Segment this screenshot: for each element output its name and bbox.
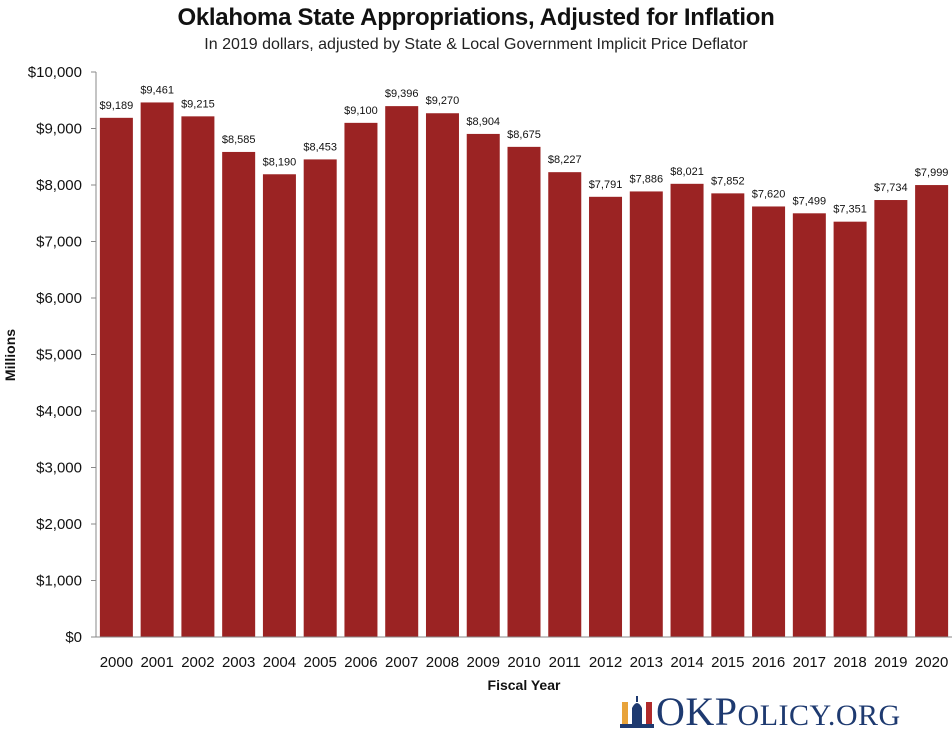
x-tick-label: 2011 (549, 654, 581, 671)
x-tick-label: 2014 (670, 654, 703, 671)
y-tick-label: $8,000 (36, 177, 82, 194)
data-label: $7,620 (752, 188, 786, 200)
x-tick-label: 2019 (874, 654, 907, 671)
chart-subtitle: In 2019 dollars, adjusted by State & Loc… (204, 36, 748, 53)
bar (670, 183, 704, 637)
bar (833, 221, 867, 637)
data-label: $9,461 (140, 84, 174, 96)
bar (792, 213, 826, 637)
y-tick-label: $3,000 (36, 460, 82, 477)
data-label: $9,215 (181, 98, 215, 110)
data-label: $9,396 (385, 88, 419, 100)
x-tick-label: 2015 (711, 654, 744, 671)
data-label: $9,189 (100, 100, 134, 112)
logo-policy-rest: OLICY (737, 699, 828, 732)
bar (99, 117, 133, 637)
data-label: $9,270 (426, 95, 460, 107)
y-tick-label: $1,000 (36, 573, 82, 590)
bar (548, 172, 582, 637)
okpolicy-logo-icon (620, 696, 654, 728)
y-tick-label: $4,000 (36, 403, 82, 420)
x-tick-label: 2003 (222, 654, 255, 671)
x-tick-label: 2005 (304, 654, 337, 671)
x-tick-label: 2007 (385, 654, 418, 671)
data-label: $7,886 (629, 173, 663, 185)
data-label: $8,675 (507, 129, 541, 141)
y-axis: $0 $1,000 $2,000 $3,000 $4,000 $5,000 $6,000 $7… (28, 64, 97, 646)
x-axis-title: Fiscal Year (488, 677, 561, 693)
bar (874, 200, 908, 638)
data-label: $8,904 (466, 116, 500, 128)
bar (181, 116, 215, 638)
bar (344, 122, 378, 638)
x-tick-label: 2010 (507, 654, 540, 671)
bar (629, 191, 663, 638)
chart-title: Oklahoma State Appropriations, Adjusted … (177, 4, 775, 31)
x-tick-label: 2008 (426, 654, 459, 671)
bar (140, 102, 174, 638)
x-tick-label: 2004 (263, 654, 296, 671)
bar (711, 193, 745, 637)
bar (303, 159, 337, 637)
bar (915, 185, 949, 637)
data-label: $8,585 (222, 134, 256, 146)
x-tick-label: 2001 (140, 654, 173, 671)
data-label: $8,227 (548, 154, 582, 166)
data-label: $7,999 (915, 167, 949, 179)
y-tick-label: $5,000 (36, 347, 82, 364)
data-label: $9,100 (344, 105, 378, 117)
bar (425, 113, 459, 638)
y-tick-label: $2,000 (36, 516, 82, 533)
okpolicy-logo-text: OKPOLICY.ORG (656, 690, 901, 738)
logo-policy-p: P (714, 689, 738, 734)
data-label: $7,351 (833, 204, 867, 216)
data-label: $7,499 (793, 195, 827, 207)
y-tick-label: $9,000 (36, 121, 82, 138)
x-tick-label: 2002 (181, 654, 214, 671)
y-tick-label: $7,000 (36, 234, 82, 251)
x-tick-label: 2018 (833, 654, 866, 671)
bar (385, 106, 419, 638)
bar (262, 174, 296, 637)
bar (466, 133, 500, 637)
data-label: $7,734 (874, 182, 908, 194)
logo-ok: OK (656, 689, 715, 734)
x-tick-label: 2000 (100, 654, 133, 671)
y-tick-label: $10,000 (28, 64, 82, 81)
x-tick-label: 2013 (630, 654, 663, 671)
x-tick-label: 2009 (467, 654, 500, 671)
data-label: $8,453 (303, 141, 337, 153)
y-tick-label: $6,000 (36, 290, 82, 307)
data-label: $8,190 (263, 156, 297, 168)
bar (222, 151, 256, 637)
logo-tld: .ORG (827, 699, 901, 732)
bar (507, 146, 541, 638)
bars: $9,189 $9,461 $9,215 $8,585 $8,190 $8,453 $9,1… (99, 84, 949, 638)
data-label: $7,852 (711, 175, 745, 187)
y-tick-label: $0 (65, 629, 82, 646)
data-label: $7,791 (589, 179, 623, 191)
x-tick-label: 2017 (793, 654, 826, 671)
x-tick-label: 2020 (915, 654, 948, 671)
x-tick-label: 2012 (589, 654, 622, 671)
data-label: $8,021 (670, 166, 704, 178)
bar (589, 196, 623, 637)
x-axis: 2000 2001 2002 2003 2004 2005 2006 2007 2008 2009… (96, 636, 952, 671)
x-tick-label: 2006 (344, 654, 377, 671)
bar (752, 206, 786, 637)
x-tick-label: 2016 (752, 654, 785, 671)
y-axis-title: Millions (2, 329, 18, 381)
